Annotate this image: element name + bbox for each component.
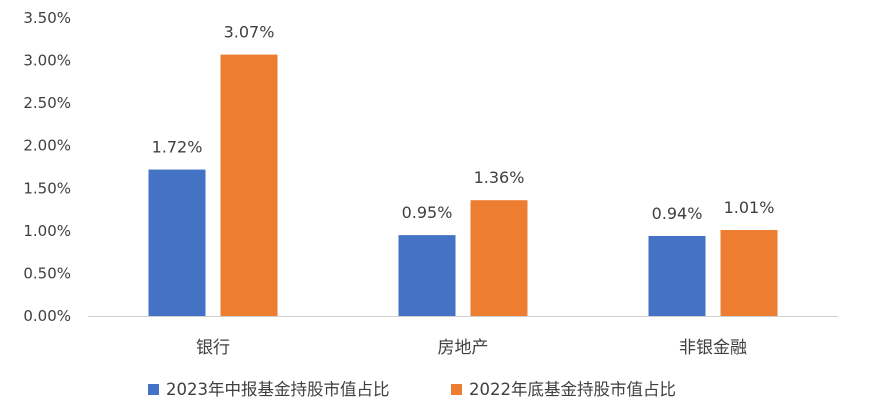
bar (720, 230, 778, 316)
y-axis: 0.00% 0.50% 1.00% 1.50% 2.00% 2.50% 3.00% 3.50% (23, 9, 71, 325)
data-label: 1.36% (474, 168, 525, 187)
bar (470, 200, 528, 316)
bar (220, 54, 278, 317)
y-tick-label: 2.50% (23, 94, 71, 112)
legend-label: 2023年中报基金持股市值占比 (166, 380, 390, 399)
y-tick-label: 1.00% (23, 222, 71, 240)
y-tick-label: 0.50% (23, 264, 71, 282)
x-tick-label: 非银金融 (679, 338, 747, 358)
data-label: 1.72% (152, 138, 203, 157)
y-tick-label: 3.00% (23, 52, 71, 70)
bar (648, 235, 706, 316)
x-tick-label: 银行 (196, 338, 230, 358)
bars (148, 54, 778, 317)
y-tick-label: 0.00% (23, 307, 71, 325)
y-tick-label: 2.00% (23, 137, 71, 155)
x-axis: 银行 房地产 非银金融 (88, 316, 838, 358)
legend: 2023年中报基金持股市值占比 2022年底基金持股市值占比 (148, 380, 676, 399)
data-label: 1.01% (724, 198, 775, 217)
x-tick-label: 房地产 (438, 338, 489, 358)
data-label: 0.94% (652, 204, 703, 223)
bar (398, 235, 456, 316)
bar (148, 169, 206, 316)
data-label: 3.07% (224, 23, 275, 42)
legend-swatch (451, 384, 462, 395)
data-labels: 1.72% 3.07% 0.95% 1.36% 0.94% 1.01% (152, 23, 775, 223)
legend-label: 2022年底基金持股市值占比 (469, 380, 676, 399)
y-tick-label: 1.50% (23, 179, 71, 197)
y-tick-label: 3.50% (23, 9, 71, 27)
legend-swatch (148, 384, 159, 395)
data-label: 0.95% (402, 203, 453, 222)
